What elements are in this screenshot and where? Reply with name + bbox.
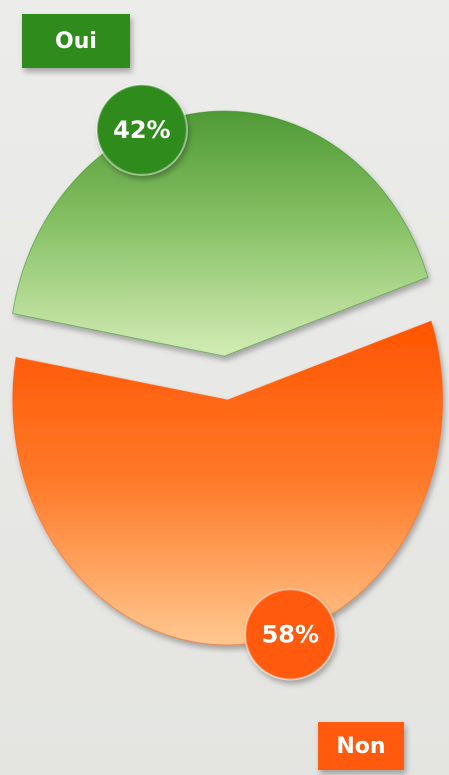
- value-bubble: [244, 588, 337, 681]
- value-label: 42%: [113, 116, 170, 144]
- legend-box: [22, 14, 130, 68]
- value-label: 58%: [262, 620, 319, 648]
- pie-slice: [12, 320, 444, 646]
- legend-label: Non: [336, 734, 385, 759]
- legend-box: [318, 722, 404, 770]
- legend-label: Oui: [55, 29, 97, 54]
- pie-slice: [12, 110, 429, 357]
- value-bubble: [95, 83, 188, 176]
